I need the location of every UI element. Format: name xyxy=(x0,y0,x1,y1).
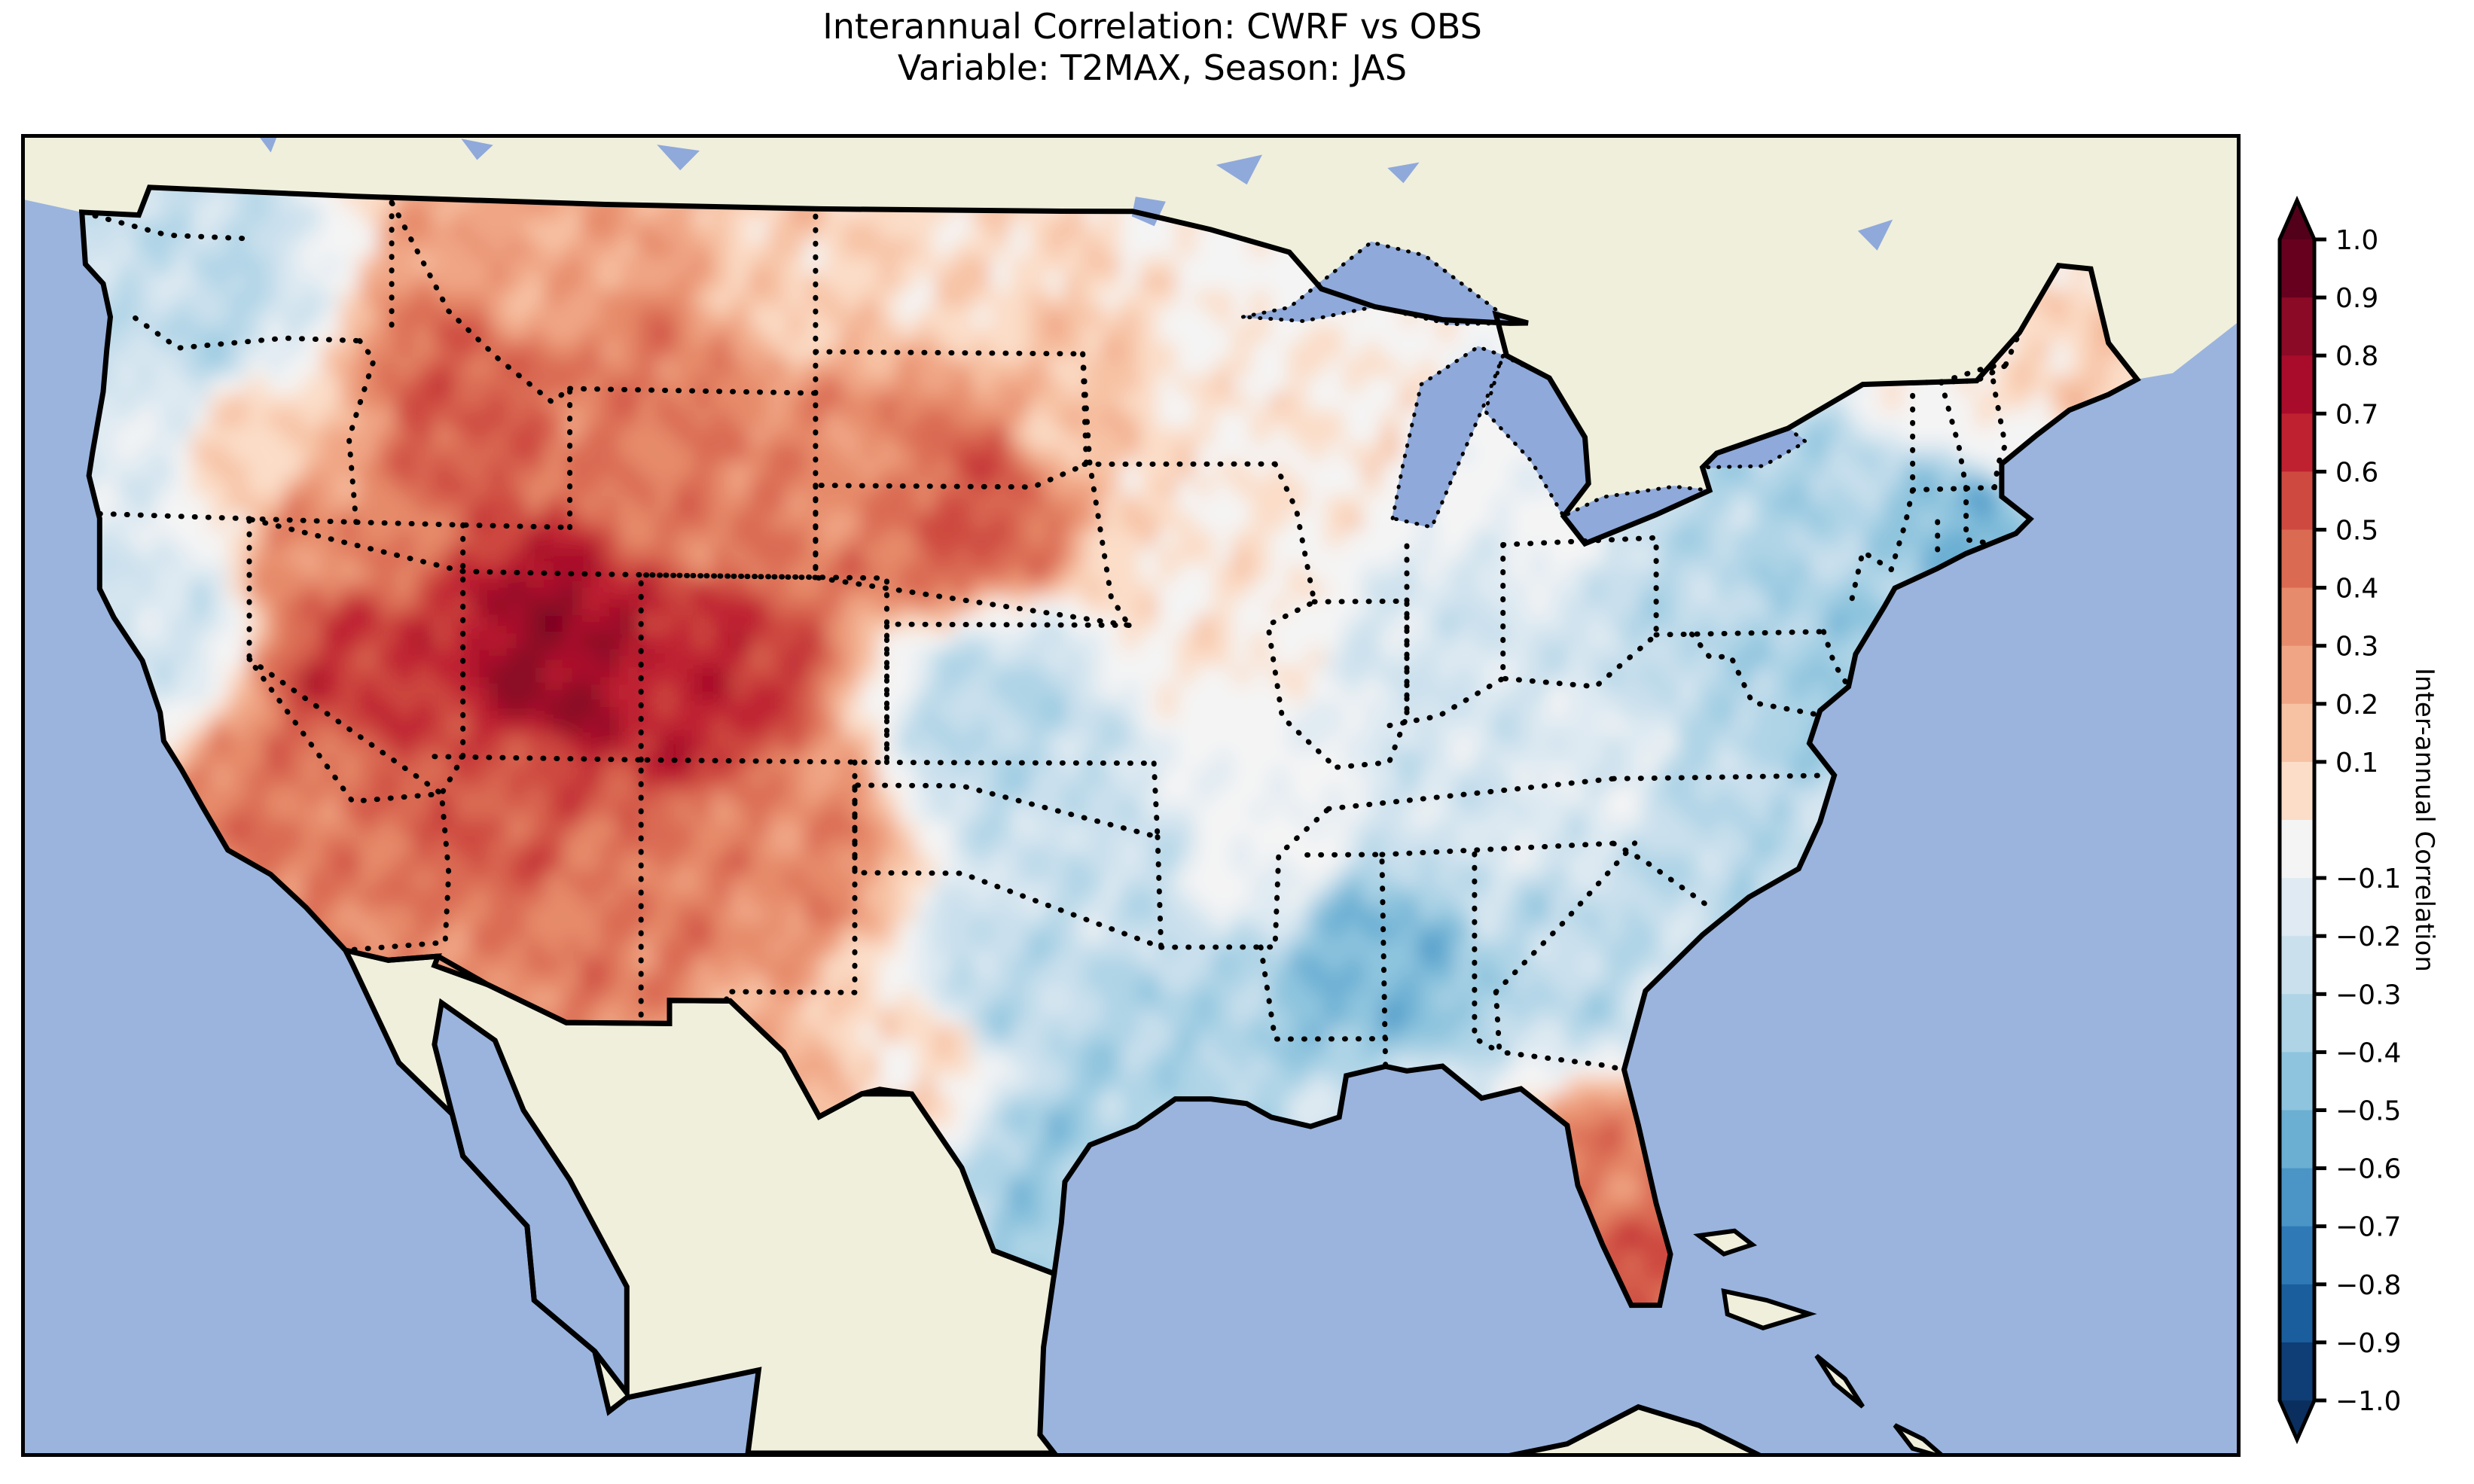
correlation-map-svg xyxy=(25,138,2237,1453)
land-outside-domain-layer xyxy=(25,138,2237,1453)
map-plot-area xyxy=(21,134,2241,1457)
colorbar: 1.0 0.9 0.8 0.7 0.6 0.5 0.4 0.3 0.2 0.1 −0.1 −0.2 −0… xyxy=(2277,195,2401,1445)
state-boundaries-layer xyxy=(79,200,2022,1073)
title-line-2: Variable: T2MAX, Season: JAS xyxy=(897,47,1408,89)
colorbar-axis-label: Inter-annual Correlation xyxy=(2409,668,2439,972)
title-line-1: Interannual Correlation: CWRF vs OBS xyxy=(822,6,1482,47)
figure-title: Interannual Correlation: CWRF vs OBS Var… xyxy=(0,6,2305,89)
colorbar-outline xyxy=(2277,195,2317,1445)
great-lakes-layer xyxy=(260,138,1893,545)
colorbar-ticks: 1.00.90.80.70.60.50.40.30.20.1−0.1−0.2−0… xyxy=(2314,225,2401,1417)
colorbar-bands xyxy=(2280,200,2314,1440)
coastline-layer xyxy=(78,184,2141,1453)
colorbar-svg: 1.00.90.80.70.60.50.40.30.20.1−0.1−0.2−0… xyxy=(2277,195,2401,1445)
